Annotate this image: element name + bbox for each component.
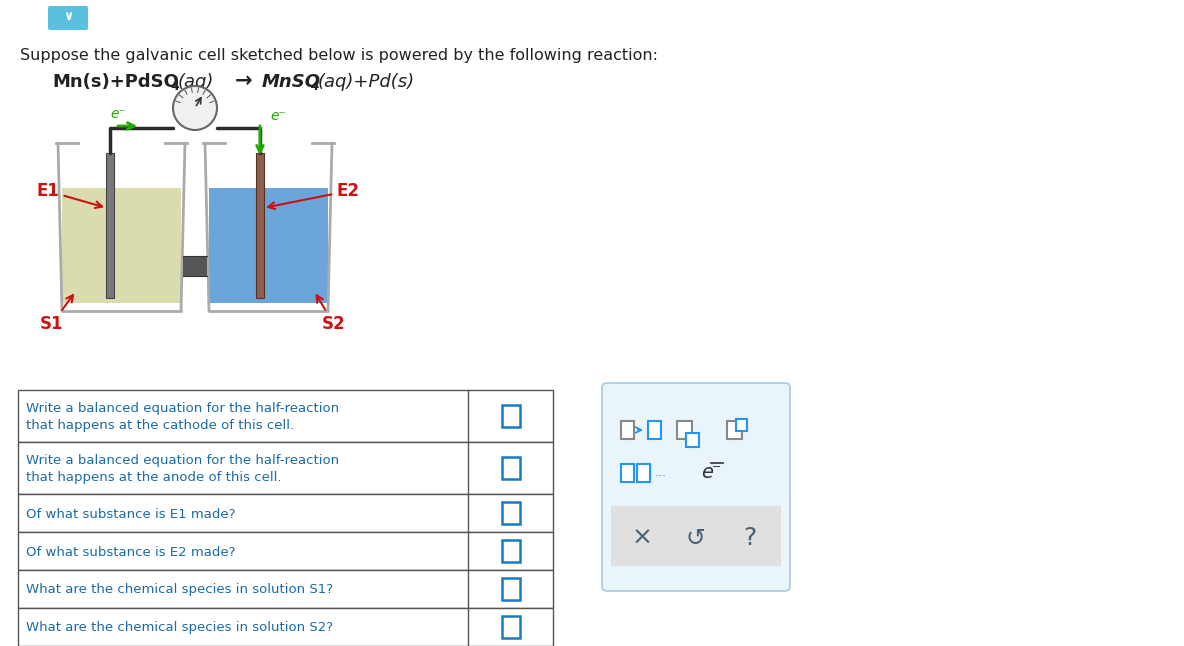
Bar xyxy=(620,464,633,482)
Bar xyxy=(677,421,691,439)
Bar xyxy=(611,506,781,566)
Text: MnSO: MnSO xyxy=(262,73,321,91)
Text: Write a balanced equation for the half-reaction
that happens at the cathode of t: Write a balanced equation for the half-r… xyxy=(26,402,339,432)
Bar xyxy=(736,419,747,431)
Bar xyxy=(502,540,520,562)
Bar xyxy=(686,433,699,447)
Text: 4: 4 xyxy=(310,81,318,94)
Bar xyxy=(107,153,114,298)
Polygon shape xyxy=(184,256,207,276)
Text: What are the chemical species in solution ​S2​?: What are the chemical species in solutio… xyxy=(26,621,333,634)
FancyBboxPatch shape xyxy=(49,6,88,30)
Text: (aq)+Pd(s): (aq)+Pd(s) xyxy=(318,73,416,91)
Bar xyxy=(502,405,520,427)
Bar xyxy=(620,421,633,439)
Bar xyxy=(18,570,553,608)
Text: ...: ... xyxy=(655,466,667,479)
Bar xyxy=(637,464,650,482)
Text: Suppose the galvanic cell sketched below is powered by the following reaction:: Suppose the galvanic cell sketched below… xyxy=(20,48,658,63)
Text: ∨: ∨ xyxy=(63,10,73,23)
Text: (aq): (aq) xyxy=(178,73,214,91)
FancyBboxPatch shape xyxy=(601,383,790,591)
Text: 4: 4 xyxy=(170,81,179,94)
Text: e⁻: e⁻ xyxy=(110,107,126,121)
Text: →: → xyxy=(234,71,252,91)
Text: E2: E2 xyxy=(268,182,360,209)
Bar xyxy=(256,153,264,298)
Text: What are the chemical species in solution ​S1​?: What are the chemical species in solutio… xyxy=(26,583,333,596)
Bar xyxy=(502,457,520,479)
Text: ↺: ↺ xyxy=(686,526,704,550)
Bar xyxy=(18,390,553,442)
Bar xyxy=(18,494,553,532)
Bar xyxy=(18,608,553,646)
Text: ?: ? xyxy=(744,526,757,550)
Text: ×: × xyxy=(631,526,652,550)
Text: e⁻: e⁻ xyxy=(270,109,287,123)
Text: E1: E1 xyxy=(36,182,102,208)
Text: Of what substance is ​E2​ made?: Of what substance is ​E2​ made? xyxy=(26,545,236,559)
Bar xyxy=(18,442,553,494)
Bar xyxy=(648,421,661,439)
Bar xyxy=(502,578,520,600)
Circle shape xyxy=(173,86,217,130)
Text: Mn(s)+PdSO: Mn(s)+PdSO xyxy=(52,73,179,91)
Text: Write a balanced equation for the half-reaction
that happens at the anode of thi: Write a balanced equation for the half-r… xyxy=(26,454,339,484)
Text: S1: S1 xyxy=(40,295,73,333)
Text: S2: S2 xyxy=(316,295,346,333)
Bar xyxy=(727,421,742,439)
Bar xyxy=(18,532,553,570)
Bar xyxy=(502,616,520,638)
Text: Of what substance is ​E1​ made?: Of what substance is ​E1​ made? xyxy=(26,508,236,521)
Bar xyxy=(502,502,520,524)
Text: −: − xyxy=(713,462,722,472)
Text: e: e xyxy=(701,463,713,483)
